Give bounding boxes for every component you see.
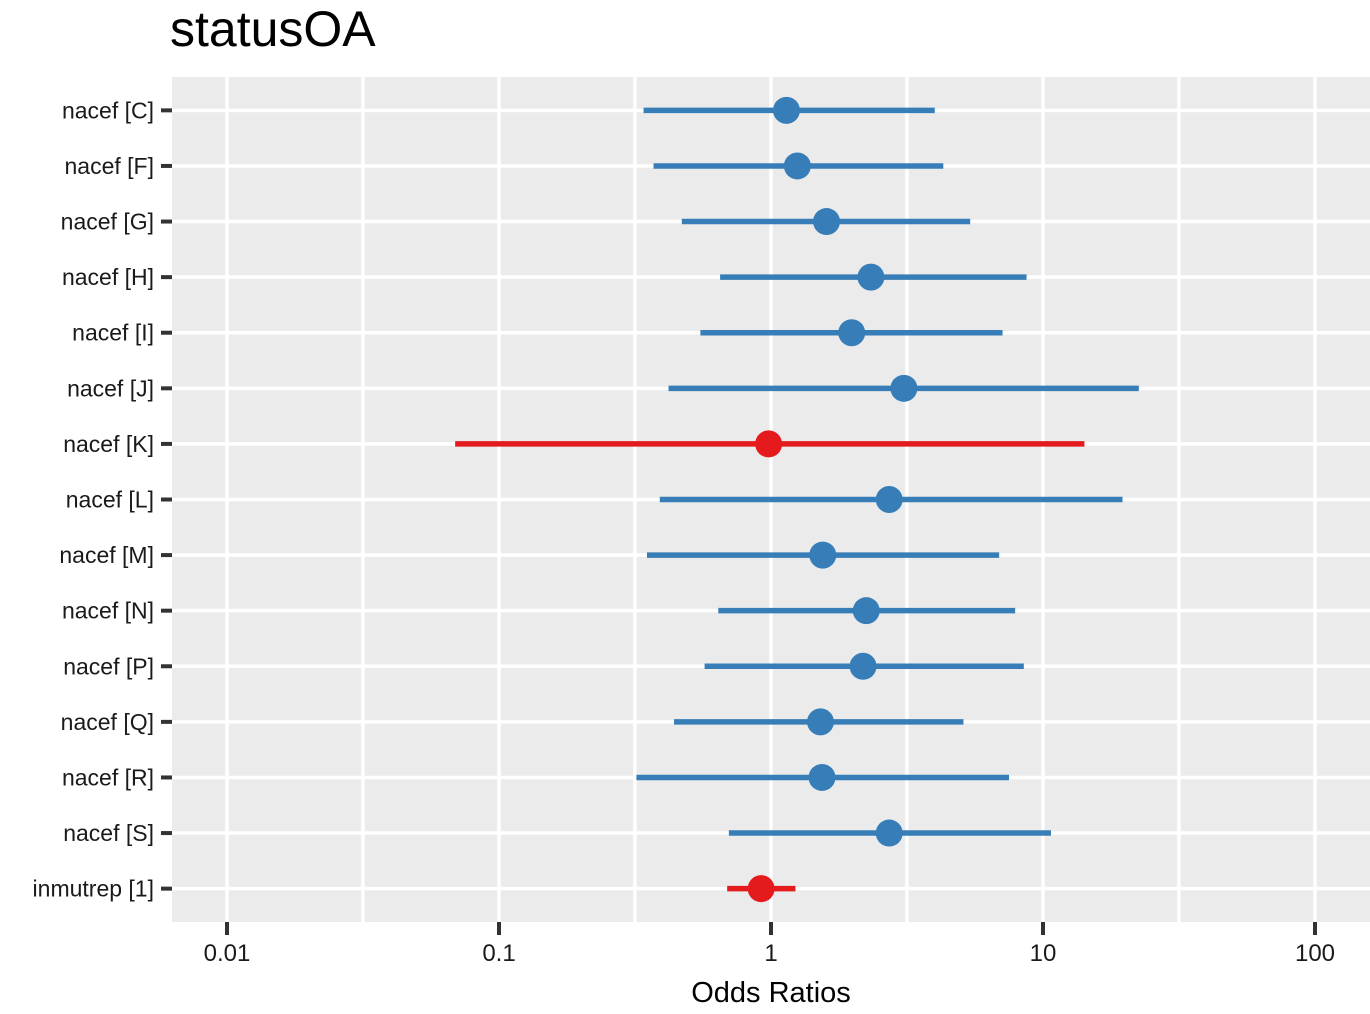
or-point [857,263,885,291]
or-point [808,763,836,791]
y-axis-category-label: nacef [I] [72,320,154,346]
y-axis-category-label: nacef [C] [62,97,154,123]
y-axis-category-label: nacef [Q] [61,709,154,735]
y-axis-category-label: nacef [K] [63,431,154,457]
or-point [747,875,775,903]
x-axis-tick-label: 0.01 [204,940,251,967]
x-axis-tick-label: 1 [764,940,777,967]
x-axis-tick-labels: 0.01 0.1 1 10 100 [204,940,1335,967]
or-point [875,486,903,513]
or-point [813,208,841,236]
or-point [772,96,800,124]
y-axis-ticks [161,108,172,891]
or-point [755,430,783,458]
or-point [852,597,880,625]
y-axis-category-label: nacef [S] [63,820,154,846]
y-axis-category-label: nacef [H] [62,264,154,290]
y-axis-category-label: nacef [F] [65,153,154,179]
y-axis-category-label: nacef [P] [63,653,154,679]
y-axis-category-label: nacef [R] [62,764,154,790]
y-axis-category-label: nacef [L] [66,487,154,513]
x-axis-ticks [225,922,1317,935]
plot-title: statusOA [170,1,376,57]
y-axis-category-label: inmutrep [1] [33,876,154,902]
y-axis-category-label: nacef [J] [67,375,154,401]
or-point [783,152,811,180]
y-axis-category-label: nacef [N] [62,598,154,624]
x-axis-title: Odds Ratios [691,977,851,1009]
y-axis-category-labels: nacef [C] nacef [F] nacef [G] nacef [H] nace… [33,97,154,901]
data-layer [455,96,1139,903]
or-point [838,319,866,347]
x-axis-tick-label: 100 [1295,940,1335,967]
or-point [890,374,918,402]
y-axis-category-label: nacef [G] [61,209,154,235]
or-point [849,652,877,680]
x-axis-tick-label: 0.1 [482,940,515,967]
or-point [875,819,903,847]
x-axis-tick-label: 10 [1030,940,1057,967]
or-point [806,708,834,736]
or-point [809,541,837,569]
y-axis-category-label: nacef [M] [59,542,154,568]
